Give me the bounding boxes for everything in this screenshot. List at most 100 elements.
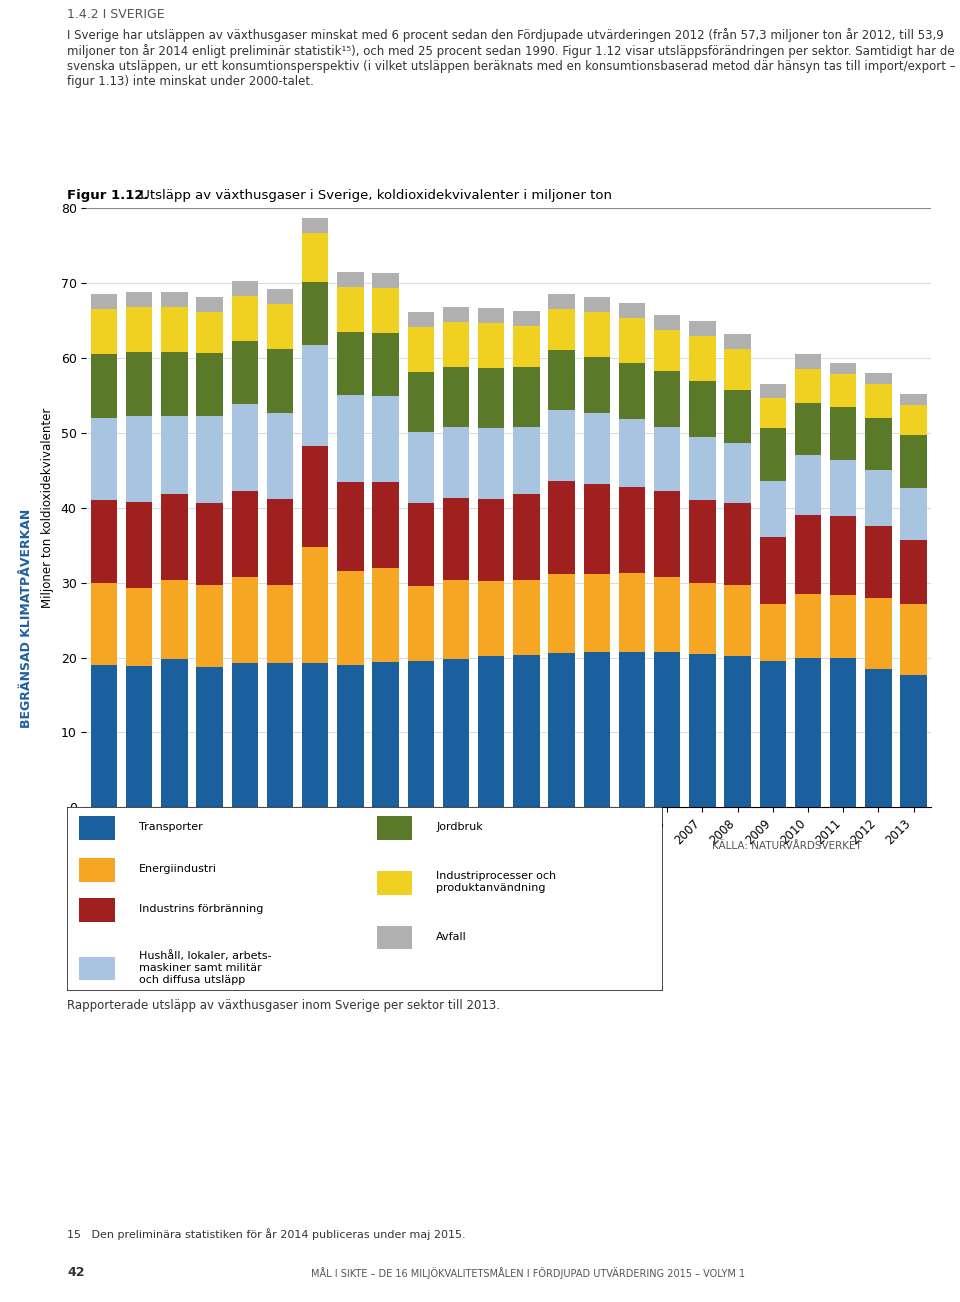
Bar: [231, 577, 258, 663]
Bar: [514, 311, 540, 326]
Text: Hushåll, lokaler, arbets-
maskiner samt militär
och diffusa utsläpp: Hushåll, lokaler, arbets- maskiner samt …: [138, 950, 272, 984]
Bar: [443, 307, 469, 322]
Bar: [79, 858, 115, 881]
Text: Industriprocesser och
produktanvändning: Industriprocesser och produktanvändning: [436, 871, 557, 893]
Bar: [514, 655, 540, 807]
Bar: [231, 663, 258, 807]
Bar: [830, 362, 856, 374]
Bar: [725, 503, 751, 585]
Bar: [126, 352, 153, 415]
Text: 42: 42: [67, 1267, 84, 1279]
Bar: [654, 427, 681, 491]
Bar: [900, 540, 926, 604]
Text: I Sverige har utsläppen av växthusgaser minskat med 6 procent sedan den Fördjupa: I Sverige har utsläppen av växthusgaser …: [66, 29, 955, 89]
Bar: [478, 367, 504, 427]
Bar: [408, 372, 434, 432]
Bar: [795, 354, 821, 370]
Bar: [126, 501, 153, 589]
Bar: [619, 651, 645, 807]
Bar: [725, 656, 751, 807]
Bar: [231, 491, 258, 577]
Bar: [408, 586, 434, 660]
Bar: [514, 427, 540, 495]
Bar: [302, 281, 328, 345]
Bar: [126, 667, 153, 807]
Bar: [408, 432, 434, 504]
Bar: [302, 447, 328, 547]
Text: Utsläpp av växthusgaser i Sverige, koldioxidekvivalenter i miljoner ton: Utsläpp av växthusgaser i Sverige, koldi…: [136, 189, 612, 202]
Bar: [689, 654, 715, 807]
Bar: [79, 816, 115, 840]
Bar: [372, 569, 398, 661]
Bar: [79, 898, 115, 922]
Text: Rapporterade utsläpp av växthusgaser inom Sverige per sektor till 2013.: Rapporterade utsläpp av växthusgaser ino…: [67, 1000, 500, 1012]
Bar: [514, 581, 540, 655]
Bar: [231, 296, 258, 341]
Bar: [197, 297, 223, 311]
Text: Energiindustri: Energiindustri: [138, 865, 217, 874]
Bar: [619, 303, 645, 319]
Bar: [91, 583, 117, 665]
Bar: [759, 398, 786, 428]
Bar: [443, 581, 469, 659]
Bar: [267, 664, 293, 807]
Bar: [654, 577, 681, 651]
Bar: [443, 659, 469, 807]
Bar: [478, 427, 504, 499]
Bar: [126, 589, 153, 667]
Bar: [619, 363, 645, 419]
Bar: [865, 526, 892, 598]
Text: Jordbruk: Jordbruk: [436, 823, 483, 832]
Bar: [376, 871, 413, 894]
Bar: [91, 310, 117, 354]
Bar: [514, 326, 540, 367]
Bar: [231, 281, 258, 296]
Bar: [443, 367, 469, 427]
Bar: [337, 665, 364, 807]
Bar: [900, 435, 926, 487]
Bar: [161, 659, 187, 807]
Bar: [408, 660, 434, 807]
Bar: [197, 311, 223, 353]
Text: Figur 1.12.: Figur 1.12.: [67, 189, 149, 202]
Bar: [302, 217, 328, 233]
Bar: [584, 652, 610, 807]
Bar: [900, 674, 926, 807]
Bar: [725, 585, 751, 656]
Bar: [548, 654, 575, 807]
Bar: [619, 319, 645, 363]
Bar: [900, 487, 926, 540]
Bar: [584, 574, 610, 652]
Bar: [584, 357, 610, 413]
Bar: [372, 272, 398, 288]
Bar: [619, 419, 645, 487]
Bar: [126, 307, 153, 352]
Bar: [759, 536, 786, 604]
Bar: [689, 436, 715, 500]
Bar: [337, 286, 364, 332]
Bar: [795, 658, 821, 807]
Bar: [376, 926, 413, 949]
Bar: [548, 480, 575, 574]
Bar: [619, 573, 645, 651]
Y-axis label: Miljoner ton koldioxidekvivalenter: Miljoner ton koldioxidekvivalenter: [40, 408, 54, 608]
Bar: [759, 384, 786, 398]
Bar: [830, 460, 856, 516]
Bar: [548, 574, 575, 654]
Bar: [408, 327, 434, 372]
Bar: [830, 595, 856, 659]
Bar: [302, 345, 328, 447]
Text: Transporter: Transporter: [138, 823, 203, 832]
Bar: [725, 335, 751, 349]
Bar: [900, 405, 926, 435]
Bar: [161, 307, 187, 352]
Bar: [900, 604, 926, 674]
Bar: [197, 353, 223, 417]
Bar: [91, 500, 117, 583]
Bar: [372, 396, 398, 482]
Bar: [759, 604, 786, 660]
Bar: [654, 329, 681, 371]
Bar: [795, 370, 821, 404]
Bar: [830, 659, 856, 807]
Bar: [830, 516, 856, 595]
